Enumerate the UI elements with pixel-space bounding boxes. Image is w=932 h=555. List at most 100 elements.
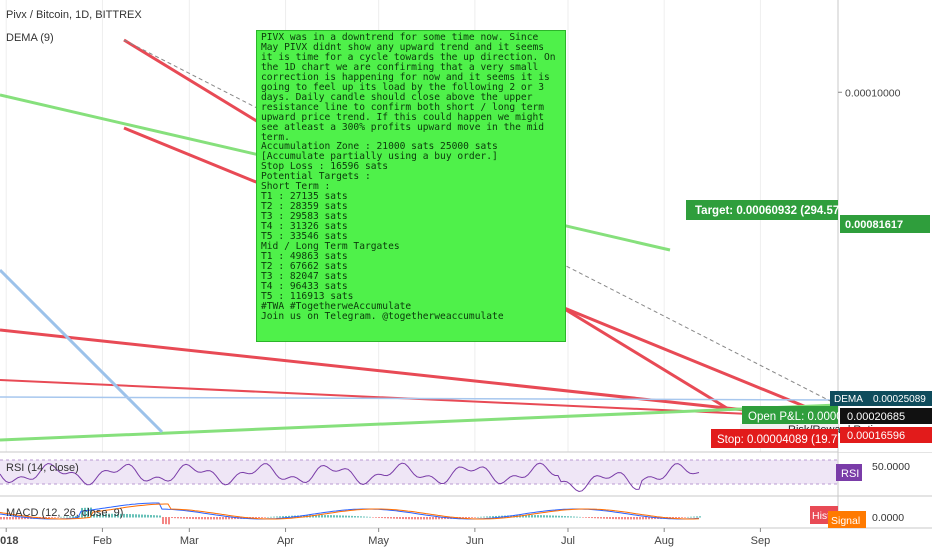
macd-bar xyxy=(579,516,581,518)
macd-bar xyxy=(360,516,362,518)
macd-bar xyxy=(537,515,539,518)
macd-signal-tag xyxy=(828,511,866,528)
macd-bar xyxy=(150,515,152,518)
macd-bar xyxy=(384,517,386,519)
macd-bar xyxy=(123,513,125,518)
macd-bar xyxy=(285,515,287,518)
x-tick-label: 2018 xyxy=(0,535,18,547)
macd-bar xyxy=(255,517,257,519)
y-tick-label: 0.00010000 xyxy=(845,87,901,99)
macd-bar xyxy=(531,515,533,518)
macd-bar xyxy=(363,516,365,518)
macd-bar xyxy=(375,517,377,518)
macd-bar xyxy=(276,516,278,518)
macd-bar xyxy=(117,513,119,518)
stop-badge[interactable] xyxy=(711,429,838,448)
macd-bar xyxy=(96,513,98,518)
rsi-line xyxy=(0,462,700,493)
macd-bar xyxy=(510,515,512,518)
trendline-lower xyxy=(0,328,839,422)
macd-bar xyxy=(72,516,74,518)
macd-bar xyxy=(603,517,605,519)
macd-bar xyxy=(570,516,572,518)
chart-title: Pivx / Bitcoin, 1D, BITTREX xyxy=(6,9,142,21)
dema-indicator-label: DEMA (9) xyxy=(6,32,54,44)
macd-bar xyxy=(390,517,392,519)
macd-bar xyxy=(357,516,359,518)
target-badge[interactable] xyxy=(686,200,838,220)
macd-bar xyxy=(321,515,323,518)
macd-bar xyxy=(480,516,482,518)
macd-bar xyxy=(444,517,446,520)
macd-bar xyxy=(468,517,470,518)
macd-bar xyxy=(651,517,653,520)
dema-axis-badge xyxy=(870,391,932,406)
macd-bar xyxy=(372,517,374,518)
macd-bar xyxy=(258,517,260,519)
macd-bar xyxy=(420,517,422,520)
macd-bar xyxy=(18,517,20,520)
x-axis-ticks: 2018 Feb Mar Apr May Jun Jul Aug Sep xyxy=(0,528,770,547)
macd-bar xyxy=(633,517,635,520)
macd-bar xyxy=(9,517,11,520)
macd-bar xyxy=(225,517,227,520)
macd-bar xyxy=(234,517,236,520)
macd-bar xyxy=(315,515,317,518)
macd-bar xyxy=(210,517,212,520)
macd-bar xyxy=(24,517,26,520)
macd-bar xyxy=(369,516,371,518)
macd-bar xyxy=(339,515,341,518)
macd-bar xyxy=(678,517,680,518)
dema-tag xyxy=(830,391,870,406)
macd-signal-tag-label: Signal xyxy=(831,515,860,527)
macd-bar xyxy=(681,517,683,518)
macd-bar xyxy=(288,515,290,518)
macd-bar xyxy=(135,514,137,518)
macd-bar xyxy=(153,515,155,518)
macd-bar xyxy=(351,515,353,518)
stop-label: Stop: 0.00004089 (19.77%) xyxy=(717,434,858,446)
macd-bar xyxy=(222,517,224,520)
stop-axis-badge xyxy=(840,427,932,443)
macd-bar xyxy=(690,516,692,518)
macd-bar xyxy=(66,516,68,518)
target-label: Target: 0.00060932 (294.57%) xyxy=(695,205,853,217)
macd-bar xyxy=(105,513,107,518)
macd-bar xyxy=(696,516,698,518)
macd-bar xyxy=(558,515,560,518)
rsi-band xyxy=(0,460,838,484)
macd-bar xyxy=(672,517,674,519)
macd-bar xyxy=(477,516,479,518)
macd-axis-label: 0.0000 xyxy=(872,512,904,524)
macd-bar xyxy=(552,515,554,518)
macd-bar xyxy=(567,516,569,518)
macd-bar xyxy=(189,517,191,519)
macd-bar xyxy=(168,517,170,525)
macd-bar xyxy=(429,517,431,520)
analysis-note[interactable]: PIVX was in a downtrend for some time no… xyxy=(256,30,566,342)
macd-bar xyxy=(279,516,281,518)
macd-bar xyxy=(675,517,677,519)
macd-bar xyxy=(69,516,71,518)
macd-bar xyxy=(411,517,413,520)
macd-bar xyxy=(324,515,326,518)
macd-bar xyxy=(441,517,443,520)
x-tick-label: Feb xyxy=(93,535,112,547)
open-pnl-badge[interactable] xyxy=(742,406,838,425)
macd-bar xyxy=(699,516,701,518)
macd-bar xyxy=(267,516,269,518)
macd-bar xyxy=(615,517,617,520)
macd-bar xyxy=(192,517,194,520)
trendline-blue-flat xyxy=(0,396,839,401)
x-tick-label: May xyxy=(368,535,389,547)
rsi-tag-label: RSI xyxy=(841,468,859,480)
macd-bar xyxy=(561,515,563,518)
macd-bar xyxy=(114,513,116,518)
macd-bar xyxy=(540,515,542,518)
macd-bar xyxy=(186,517,188,519)
macd-bar xyxy=(15,517,17,520)
macd-bar xyxy=(75,516,77,518)
macd-bar xyxy=(585,517,587,518)
rsi-label: RSI (14, close) xyxy=(6,462,79,474)
macd-bar xyxy=(195,517,197,520)
